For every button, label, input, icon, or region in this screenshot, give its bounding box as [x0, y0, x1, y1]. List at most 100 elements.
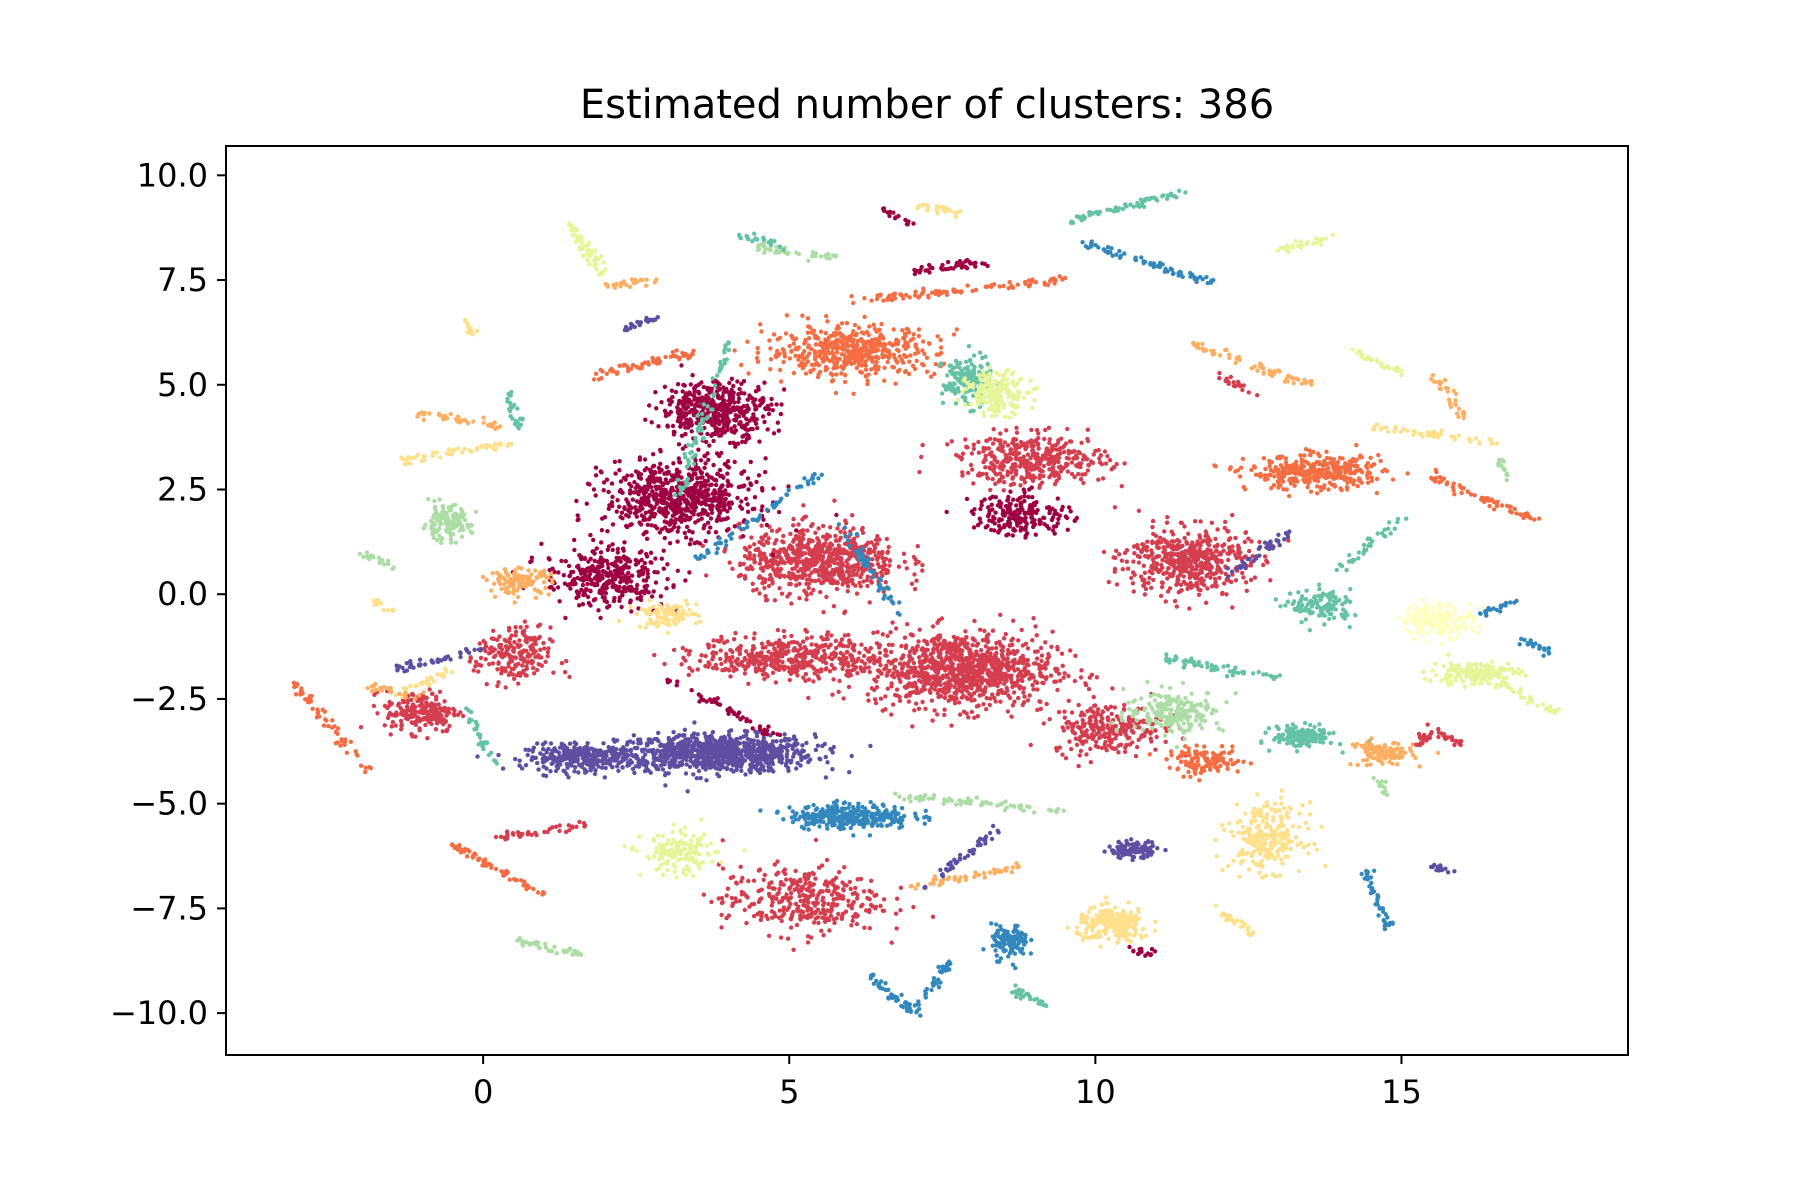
data-point [1368, 455, 1373, 460]
data-point [720, 394, 725, 399]
data-point [847, 578, 852, 584]
data-point [830, 692, 835, 697]
data-point [917, 655, 922, 660]
data-point [683, 737, 688, 742]
data-point [648, 770, 653, 775]
data-point [627, 481, 632, 487]
data-point [1044, 701, 1049, 707]
data-point [769, 528, 775, 533]
data-point [693, 758, 698, 764]
data-point [835, 343, 840, 348]
data-point [804, 592, 810, 598]
data-point [824, 594, 829, 600]
data-point [978, 627, 983, 632]
data-point [643, 759, 648, 764]
data-point [593, 465, 599, 470]
data-point [696, 768, 702, 774]
data-point [1017, 660, 1022, 665]
data-point [749, 535, 754, 540]
data-point [758, 322, 763, 327]
data-point [592, 771, 598, 777]
data-point [866, 372, 871, 377]
data-point [938, 345, 944, 350]
data-point [851, 526, 856, 531]
data-point [916, 678, 922, 683]
data-point [883, 570, 889, 576]
data-point [778, 411, 784, 417]
data-point [670, 477, 675, 483]
data-point [790, 566, 795, 572]
data-point [523, 747, 528, 752]
data-point [871, 630, 876, 635]
data-point [702, 453, 707, 459]
data-point [787, 356, 792, 361]
data-point [690, 373, 695, 378]
data-point [858, 369, 863, 375]
data-point [1094, 675, 1100, 680]
data-point [769, 396, 774, 402]
data-point [620, 748, 625, 753]
data-point [983, 663, 988, 668]
data-point [637, 520, 642, 525]
data-point [640, 506, 645, 511]
data-point [829, 747, 834, 752]
data-point [993, 699, 998, 704]
data-point [715, 505, 720, 511]
data-point [745, 502, 750, 507]
data-point [651, 463, 657, 468]
data-point [678, 424, 683, 429]
data-point [611, 737, 616, 742]
data-point [835, 548, 840, 553]
data-point [738, 410, 744, 415]
data-point [584, 769, 589, 774]
data-point [779, 402, 784, 407]
data-point [914, 701, 919, 706]
data-point [804, 597, 809, 602]
data-point [588, 532, 593, 538]
data-point [837, 678, 842, 684]
data-point [796, 357, 801, 362]
data-point [692, 397, 697, 402]
data-point [865, 381, 870, 387]
data-point [923, 706, 928, 711]
data-point [813, 354, 818, 359]
data-point [934, 352, 939, 357]
data-point [685, 789, 690, 794]
data-point [963, 629, 968, 634]
data-point [906, 699, 912, 704]
data-point [1066, 673, 1071, 679]
data-point [581, 750, 587, 755]
data-point [813, 335, 818, 340]
data-point [965, 675, 971, 680]
data-point [911, 660, 917, 666]
data-point [891, 365, 897, 370]
data-point [910, 681, 915, 686]
data-point [695, 497, 701, 502]
data-point [764, 532, 769, 537]
data-point [664, 465, 670, 470]
data-point [759, 523, 764, 528]
data-point [889, 684, 894, 689]
data-point [813, 342, 819, 347]
data-point [804, 740, 809, 746]
data-point [661, 548, 666, 553]
data-point [1087, 675, 1093, 680]
data-point [874, 359, 879, 365]
data-point [741, 423, 746, 428]
data-point [1378, 458, 1383, 464]
data-point [725, 483, 731, 489]
data-point [756, 547, 761, 553]
data-point [707, 756, 712, 761]
data-point [766, 411, 772, 417]
data-point [726, 732, 732, 738]
data-point [986, 632, 991, 637]
data-point [942, 695, 948, 700]
data-point [808, 538, 813, 543]
data-point [658, 763, 664, 768]
data-point [835, 526, 840, 531]
data-point [767, 577, 772, 582]
data-point [972, 618, 977, 624]
data-point [858, 574, 863, 580]
data-point [745, 509, 751, 514]
data-point [916, 333, 922, 339]
